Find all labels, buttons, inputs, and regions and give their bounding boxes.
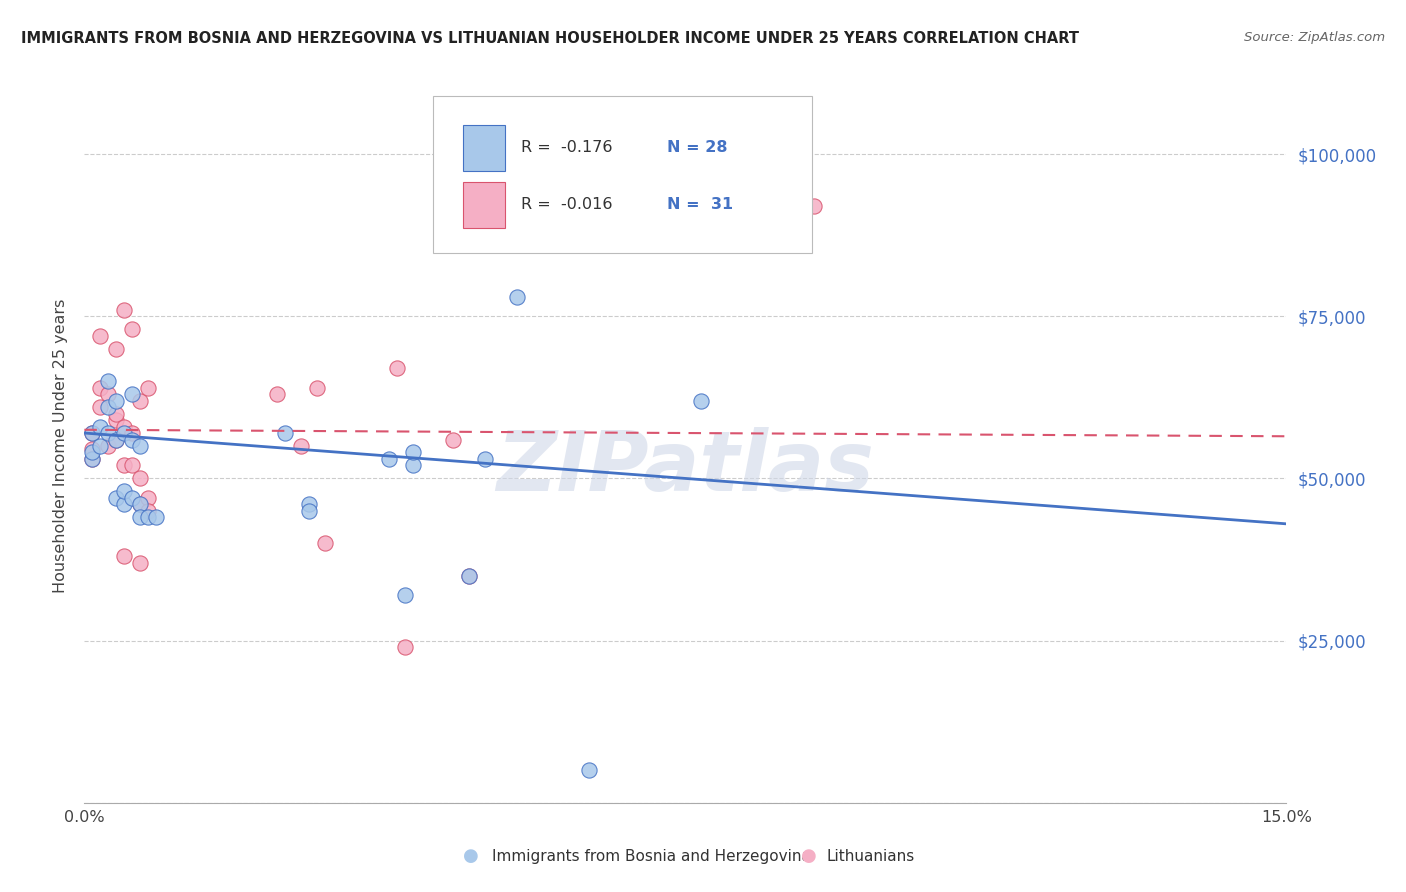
Point bbox=[274, 425, 297, 440]
Point bbox=[82, 425, 104, 440]
Point bbox=[121, 458, 143, 473]
Text: ●: ● bbox=[463, 847, 479, 865]
Point bbox=[114, 425, 135, 440]
Point bbox=[138, 510, 160, 524]
Point bbox=[97, 425, 120, 440]
Point bbox=[114, 419, 135, 434]
Point bbox=[82, 445, 104, 459]
Point bbox=[402, 445, 425, 459]
Point bbox=[82, 425, 104, 440]
Point bbox=[441, 433, 464, 447]
Text: Immigrants from Bosnia and Herzegovina: Immigrants from Bosnia and Herzegovina bbox=[492, 849, 811, 863]
FancyBboxPatch shape bbox=[463, 182, 505, 228]
Text: Source: ZipAtlas.com: Source: ZipAtlas.com bbox=[1244, 31, 1385, 45]
Point bbox=[402, 458, 425, 473]
Point bbox=[458, 568, 481, 582]
Point bbox=[114, 302, 135, 317]
Point bbox=[129, 497, 152, 511]
Point bbox=[105, 393, 128, 408]
Point bbox=[138, 504, 160, 518]
Point bbox=[385, 361, 408, 376]
Point bbox=[114, 484, 135, 499]
Text: N =  31: N = 31 bbox=[668, 197, 734, 212]
Point bbox=[690, 393, 713, 408]
Point bbox=[121, 322, 143, 336]
Text: R =  -0.176: R = -0.176 bbox=[520, 140, 612, 155]
Point bbox=[298, 497, 321, 511]
Point bbox=[129, 471, 152, 485]
Point bbox=[314, 536, 336, 550]
Point bbox=[266, 387, 288, 401]
Point bbox=[145, 510, 167, 524]
Point bbox=[474, 452, 496, 467]
Point bbox=[129, 510, 152, 524]
Point bbox=[129, 393, 152, 408]
Point bbox=[515, 205, 537, 219]
Point bbox=[378, 452, 401, 467]
FancyBboxPatch shape bbox=[433, 96, 811, 253]
Point bbox=[105, 433, 128, 447]
Point bbox=[114, 549, 135, 564]
Text: N = 28: N = 28 bbox=[668, 140, 728, 155]
Point bbox=[105, 433, 128, 447]
Point bbox=[97, 400, 120, 414]
Point bbox=[105, 413, 128, 427]
Point bbox=[89, 381, 111, 395]
Point bbox=[121, 387, 143, 401]
Point bbox=[105, 491, 128, 505]
Point bbox=[578, 764, 600, 778]
Text: Lithuanians: Lithuanians bbox=[827, 849, 915, 863]
Point bbox=[114, 458, 135, 473]
Point bbox=[129, 439, 152, 453]
Text: ●: ● bbox=[800, 847, 817, 865]
Point bbox=[803, 199, 825, 213]
FancyBboxPatch shape bbox=[463, 125, 505, 171]
Point bbox=[290, 439, 312, 453]
Point bbox=[138, 381, 160, 395]
Point bbox=[394, 588, 416, 602]
Y-axis label: Householder Income Under 25 years: Householder Income Under 25 years bbox=[53, 299, 69, 593]
Text: R =  -0.016: R = -0.016 bbox=[520, 197, 612, 212]
Point bbox=[82, 452, 104, 467]
Point bbox=[121, 433, 143, 447]
Point bbox=[129, 556, 152, 570]
Point bbox=[458, 568, 481, 582]
Point bbox=[114, 497, 135, 511]
Point bbox=[105, 407, 128, 421]
Text: ZIPatlas: ZIPatlas bbox=[496, 427, 875, 508]
Point bbox=[97, 374, 120, 388]
Point bbox=[506, 290, 529, 304]
Point bbox=[298, 504, 321, 518]
Point bbox=[121, 425, 143, 440]
Point bbox=[89, 419, 111, 434]
Point bbox=[82, 442, 104, 457]
Text: IMMIGRANTS FROM BOSNIA AND HERZEGOVINA VS LITHUANIAN HOUSEHOLDER INCOME UNDER 25: IMMIGRANTS FROM BOSNIA AND HERZEGOVINA V… bbox=[21, 31, 1078, 46]
Point bbox=[89, 328, 111, 343]
Point bbox=[305, 381, 328, 395]
Point bbox=[82, 452, 104, 467]
Point bbox=[89, 439, 111, 453]
Point bbox=[394, 640, 416, 654]
Point bbox=[97, 387, 120, 401]
Point bbox=[129, 497, 152, 511]
Point bbox=[89, 400, 111, 414]
Point bbox=[105, 342, 128, 356]
Point bbox=[121, 491, 143, 505]
Point bbox=[97, 439, 120, 453]
Point bbox=[138, 491, 160, 505]
